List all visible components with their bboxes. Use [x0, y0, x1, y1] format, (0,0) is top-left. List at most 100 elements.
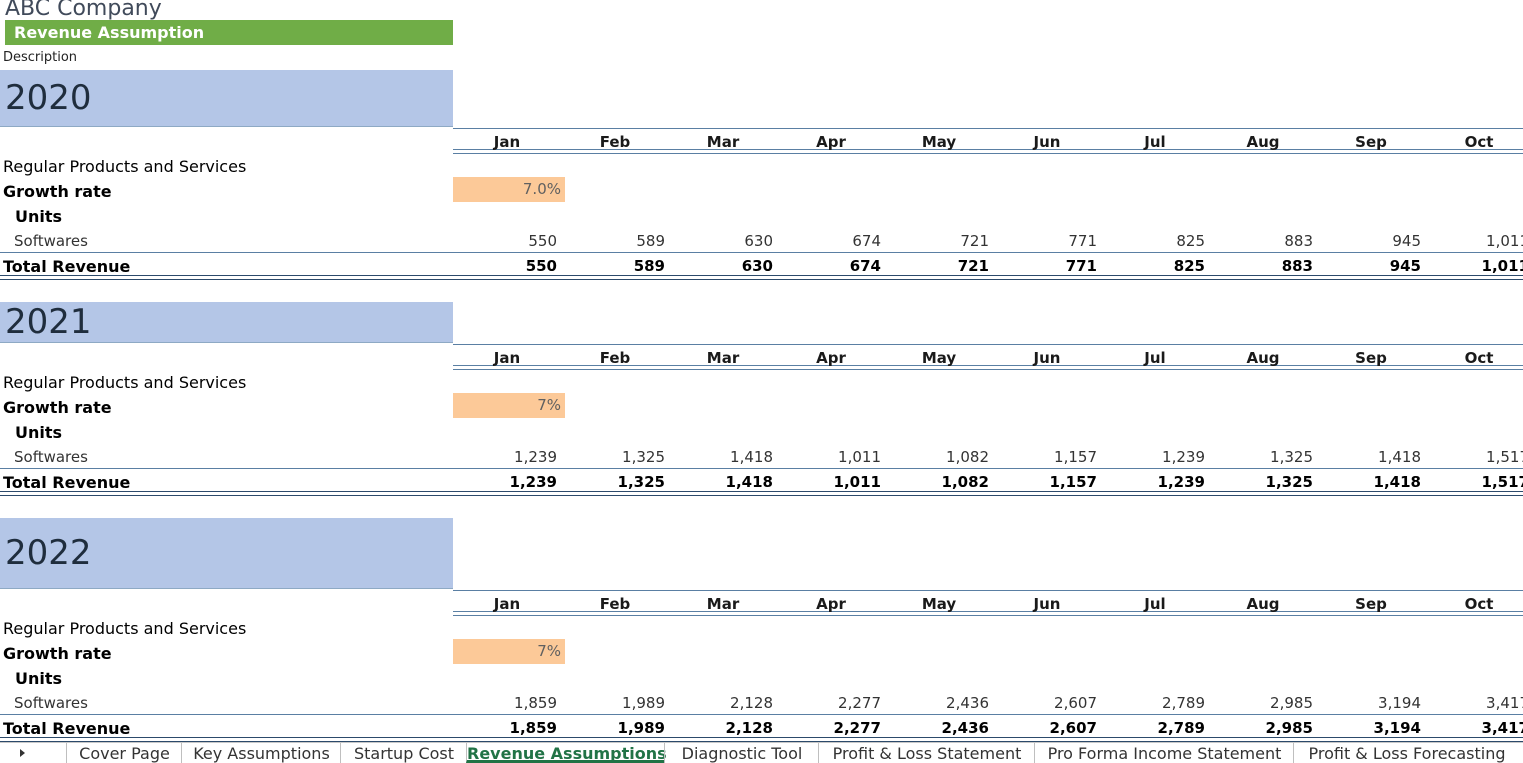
row-label-group[interactable]: Regular Products and Services — [3, 157, 247, 176]
month-label[interactable]: Feb — [599, 349, 631, 367]
month-label[interactable]: Apr — [816, 595, 846, 613]
row-label-group[interactable]: Regular Products and Services — [3, 373, 247, 392]
total-revenue-cell[interactable]: 1,418 — [725, 473, 773, 491]
month-label[interactable]: Mar — [706, 133, 740, 151]
total-revenue-cell[interactable]: 1,325 — [617, 473, 665, 491]
softwares-cell[interactable]: 2,436 — [946, 694, 989, 712]
month-label[interactable]: Oct — [1464, 133, 1494, 151]
month-label[interactable]: May — [921, 595, 957, 613]
month-label[interactable]: Mar — [706, 595, 740, 613]
growth-rate-input-cell[interactable]: 7% — [453, 639, 565, 664]
month-label[interactable]: Sep — [1355, 133, 1387, 151]
softwares-cell[interactable]: 3,417 — [1486, 694, 1523, 712]
total-revenue-cell[interactable]: 2,436 — [941, 719, 989, 737]
row-label-total-revenue[interactable]: Total Revenue — [3, 257, 131, 276]
month-label[interactable]: Feb — [599, 133, 631, 151]
softwares-cell[interactable]: 1,989 — [622, 694, 665, 712]
softwares-cell[interactable]: 1,859 — [514, 694, 557, 712]
softwares-cell[interactable]: 550 — [528, 232, 557, 250]
total-revenue-cell[interactable]: 1,418 — [1373, 473, 1421, 491]
scroll-tabs-right-icon[interactable] — [20, 749, 25, 757]
month-label[interactable]: Jul — [1144, 349, 1166, 367]
month-label[interactable]: Apr — [816, 349, 846, 367]
softwares-cell[interactable]: 1,418 — [1378, 448, 1421, 466]
softwares-cell[interactable]: 883 — [1284, 232, 1313, 250]
softwares-cell[interactable]: 2,789 — [1162, 694, 1205, 712]
month-label[interactable]: Oct — [1464, 349, 1494, 367]
total-revenue-cell[interactable]: 1,011 — [833, 473, 881, 491]
total-revenue-cell[interactable]: 1,989 — [617, 719, 665, 737]
month-label[interactable]: May — [921, 133, 957, 151]
growth-rate-input-cell[interactable]: 7% — [453, 393, 565, 418]
month-label[interactable]: Aug — [1246, 595, 1280, 613]
row-label-units[interactable]: Units — [15, 669, 63, 688]
total-revenue-cell[interactable]: 3,194 — [1373, 719, 1421, 737]
month-label[interactable]: Jun — [1033, 595, 1061, 613]
total-revenue-cell[interactable]: 550 — [525, 257, 557, 275]
month-label[interactable]: May — [921, 349, 957, 367]
total-revenue-cell[interactable]: 1,325 — [1265, 473, 1313, 491]
month-label[interactable]: Mar — [706, 349, 740, 367]
total-revenue-cell[interactable]: 3,417 — [1481, 719, 1523, 737]
month-label[interactable]: Apr — [816, 133, 846, 151]
month-label[interactable]: Sep — [1355, 349, 1387, 367]
total-revenue-cell[interactable]: 2,985 — [1265, 719, 1313, 737]
softwares-cell[interactable]: 3,194 — [1378, 694, 1421, 712]
row-label-growth-rate[interactable]: Growth rate — [3, 398, 112, 417]
month-label[interactable]: Aug — [1246, 349, 1280, 367]
row-label-growth-rate[interactable]: Growth rate — [3, 182, 112, 201]
softwares-cell[interactable]: 1,239 — [514, 448, 557, 466]
month-label[interactable]: Oct — [1464, 595, 1494, 613]
total-revenue-cell[interactable]: 2,128 — [725, 719, 773, 737]
softwares-cell[interactable]: 2,277 — [838, 694, 881, 712]
softwares-cell[interactable]: 1,082 — [946, 448, 989, 466]
softwares-cell[interactable]: 1,239 — [1162, 448, 1205, 466]
softwares-cell[interactable]: 2,985 — [1270, 694, 1313, 712]
softwares-cell[interactable]: 589 — [636, 232, 665, 250]
sheet-tab-revenue-assumptions[interactable]: Revenue Assumptions — [466, 743, 667, 763]
total-revenue-cell[interactable]: 2,607 — [1049, 719, 1097, 737]
softwares-cell[interactable]: 825 — [1176, 232, 1205, 250]
softwares-cell[interactable]: 630 — [744, 232, 773, 250]
softwares-cell[interactable]: 771 — [1068, 232, 1097, 250]
sheet-tab-startup-cost[interactable]: Startup Cost — [340, 743, 467, 763]
total-revenue-cell[interactable]: 721 — [957, 257, 989, 275]
total-revenue-cell[interactable]: 1,157 — [1049, 473, 1097, 491]
month-label[interactable]: Jan — [493, 595, 521, 613]
month-label[interactable]: Jul — [1144, 133, 1166, 151]
softwares-cell[interactable]: 1,157 — [1054, 448, 1097, 466]
row-label-softwares[interactable]: Softwares — [14, 232, 88, 250]
softwares-cell[interactable]: 2,128 — [730, 694, 773, 712]
total-revenue-cell[interactable]: 1,239 — [509, 473, 557, 491]
row-label-total-revenue[interactable]: Total Revenue — [3, 473, 131, 492]
softwares-cell[interactable]: 1,517 — [1486, 448, 1523, 466]
month-label[interactable]: Jul — [1144, 595, 1166, 613]
total-revenue-cell[interactable]: 674 — [849, 257, 881, 275]
month-label[interactable]: Feb — [599, 595, 631, 613]
sheet-tab-key-assumptions[interactable]: Key Assumptions — [181, 743, 341, 763]
row-label-units[interactable]: Units — [15, 207, 63, 226]
softwares-cell[interactable]: 1,325 — [622, 448, 665, 466]
softwares-cell[interactable]: 1,325 — [1270, 448, 1313, 466]
growth-rate-input-cell[interactable]: 7.0% — [453, 177, 565, 202]
sheet-tab-pro-forma-income-statement[interactable]: Pro Forma Income Statement — [1034, 743, 1294, 763]
softwares-cell[interactable]: 945 — [1392, 232, 1421, 250]
total-revenue-cell[interactable]: 1,011 — [1481, 257, 1523, 275]
row-label-units[interactable]: Units — [15, 423, 63, 442]
month-label[interactable]: Jun — [1033, 133, 1061, 151]
softwares-cell[interactable]: 1,011 — [1486, 232, 1523, 250]
softwares-cell[interactable]: 2,607 — [1054, 694, 1097, 712]
sheet-tab-profit-loss-statement[interactable]: Profit & Loss Statement — [818, 743, 1035, 763]
softwares-cell[interactable]: 721 — [960, 232, 989, 250]
month-label[interactable]: Jan — [493, 133, 521, 151]
total-revenue-cell[interactable]: 883 — [1281, 257, 1313, 275]
total-revenue-cell[interactable]: 589 — [633, 257, 665, 275]
total-revenue-cell[interactable]: 630 — [741, 257, 773, 275]
total-revenue-cell[interactable]: 825 — [1173, 257, 1205, 275]
row-label-softwares[interactable]: Softwares — [14, 694, 88, 712]
row-label-softwares[interactable]: Softwares — [14, 448, 88, 466]
total-revenue-cell[interactable]: 1,859 — [509, 719, 557, 737]
total-revenue-cell[interactable]: 771 — [1065, 257, 1097, 275]
row-label-growth-rate[interactable]: Growth rate — [3, 644, 112, 663]
total-revenue-cell[interactable]: 2,277 — [833, 719, 881, 737]
